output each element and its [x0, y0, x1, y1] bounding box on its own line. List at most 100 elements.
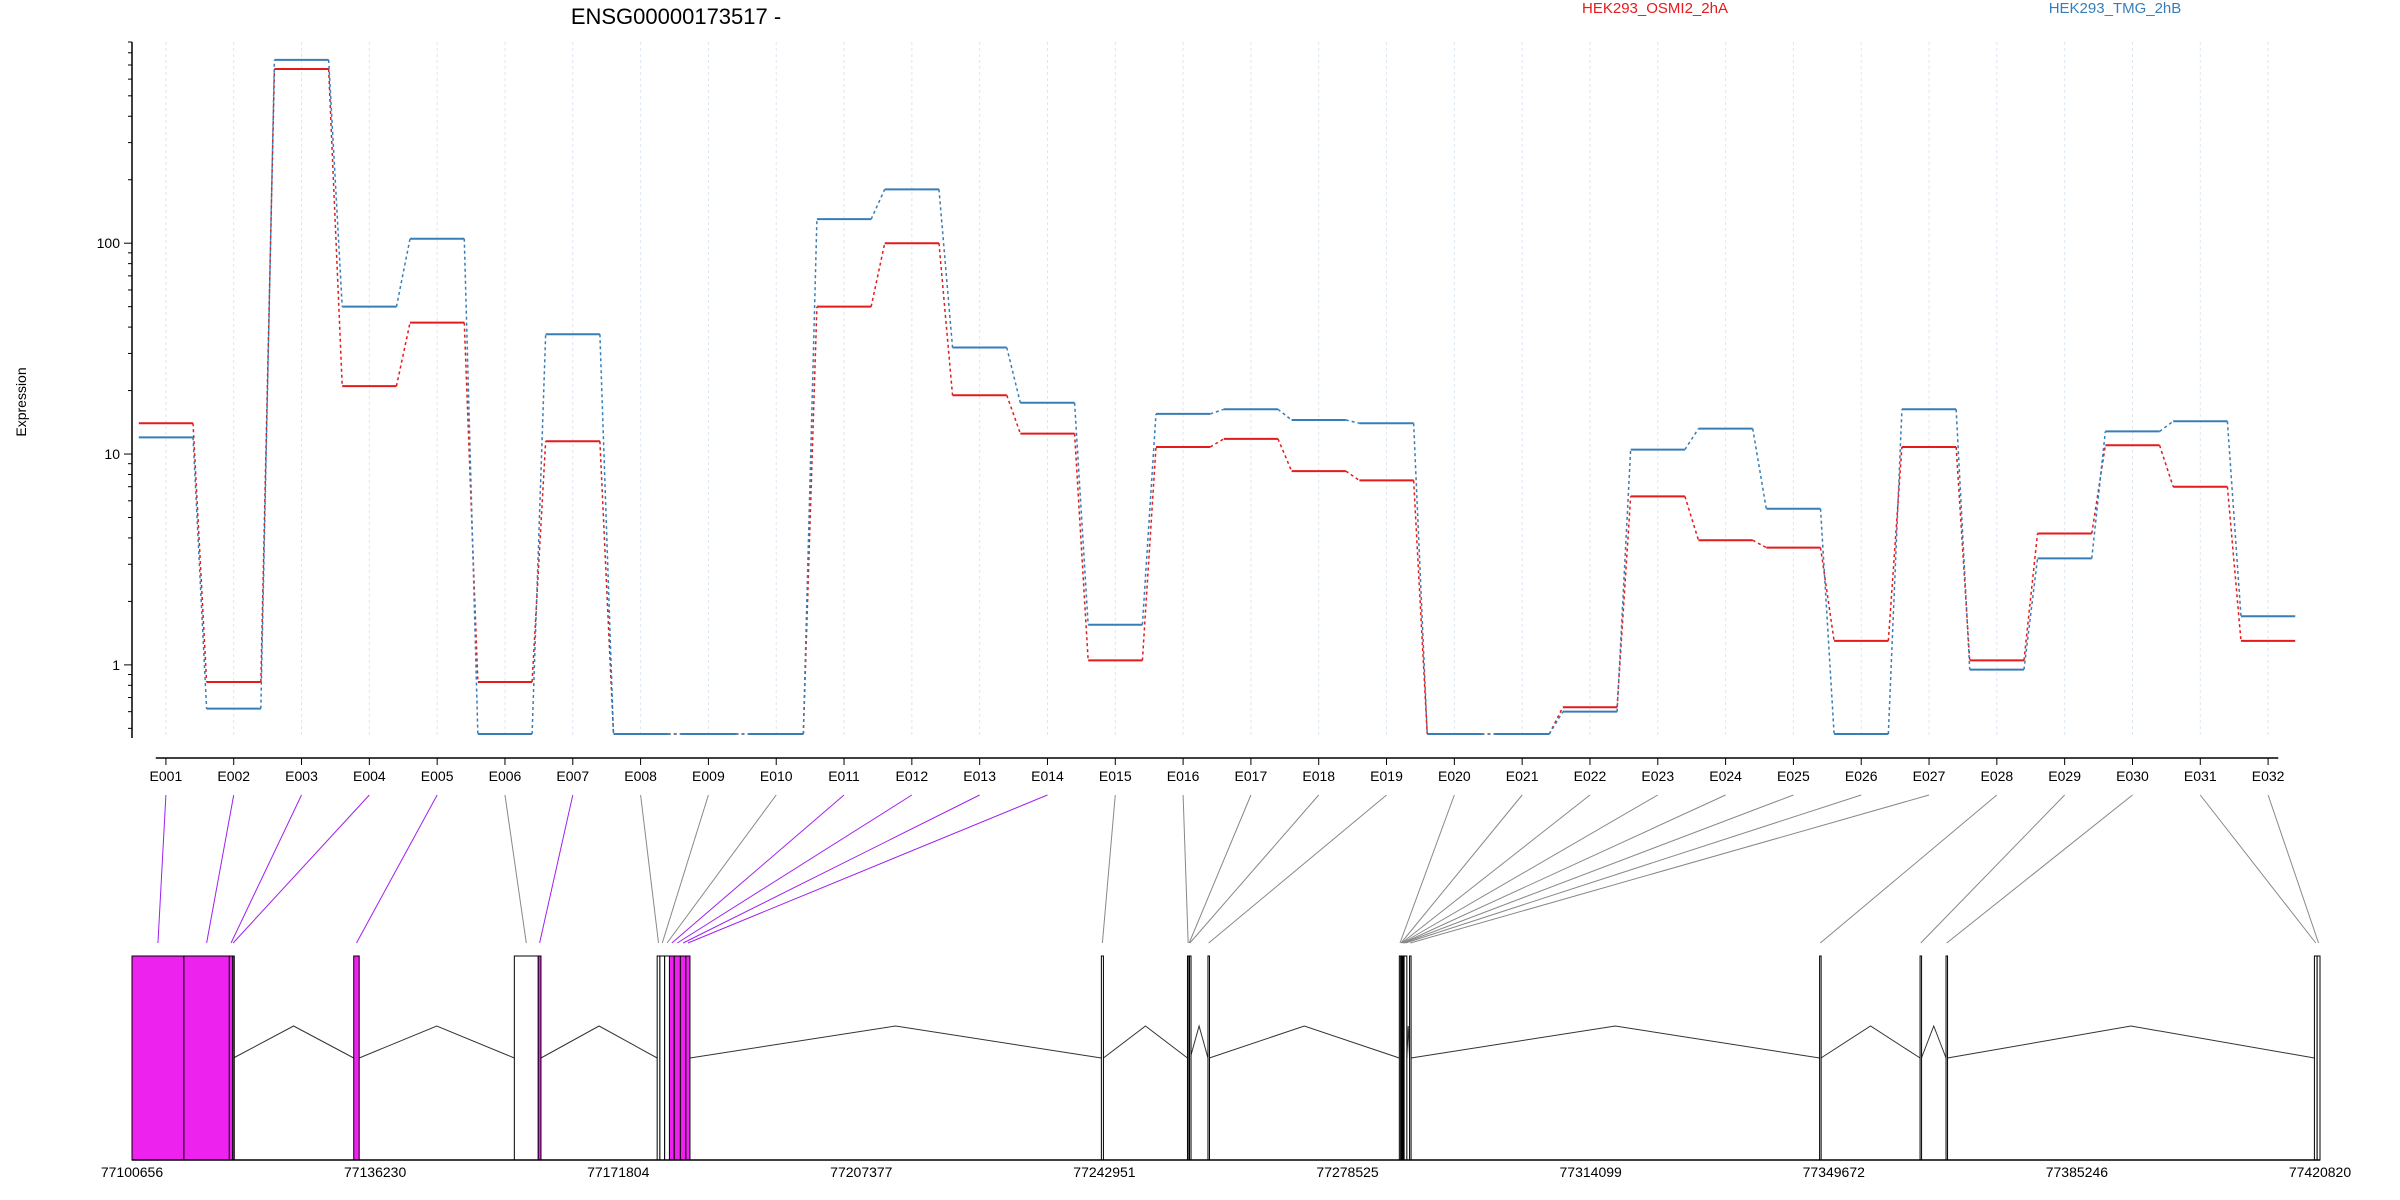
x-tick-label: E024	[1709, 768, 1742, 784]
exon-connector	[1402, 794, 1659, 944]
exon-connector	[232, 794, 370, 944]
series-connector	[2158, 445, 2174, 487]
x-tick-label: E017	[1235, 768, 1268, 784]
coordinate-tick-label: 77171804	[587, 1164, 650, 1180]
x-tick-label: E008	[624, 768, 657, 784]
x-tick-label: E019	[1370, 768, 1403, 784]
exon-block	[1819, 955, 1822, 1161]
exon-block	[1207, 955, 1210, 1161]
x-tick-label: E022	[1574, 768, 1607, 784]
intron	[1920, 1024, 1947, 1059]
series-connector	[1616, 496, 1632, 708]
exon-block	[664, 955, 670, 1161]
exon-connector	[2199, 794, 2317, 944]
series-connector	[1548, 706, 1564, 735]
exon-connector	[157, 794, 167, 944]
coordinate-axis: 77100656 77136230 77171804 77207377 77242951…	[101, 1159, 2352, 1180]
series-connector	[1887, 409, 1903, 735]
series-connector	[463, 322, 479, 682]
exon-block	[537, 955, 542, 1161]
series-connector	[2091, 445, 2107, 534]
series-connector	[599, 441, 615, 735]
series-connector	[1616, 449, 1632, 712]
series-connector	[938, 189, 954, 348]
exon-connector	[1819, 794, 1998, 944]
exon-connector	[677, 794, 913, 944]
exon-connector	[206, 794, 235, 944]
series-connector	[802, 219, 818, 735]
series-connector	[870, 243, 886, 307]
exon-connector	[539, 794, 574, 944]
series-connector	[327, 59, 343, 307]
exon-block	[1403, 955, 1408, 1161]
x-tick-label: E007	[556, 768, 589, 784]
exon-block	[2316, 955, 2321, 1161]
exon-block	[673, 955, 681, 1161]
exon-connector	[1189, 794, 1320, 944]
x-tick-label: E025	[1777, 768, 1810, 784]
series-connector	[1141, 446, 1157, 661]
series-connector	[327, 68, 343, 387]
series-connector	[1412, 423, 1428, 735]
series-connector	[260, 59, 276, 709]
exon-block	[1100, 955, 1104, 1161]
coordinate-tick-label: 77420820	[2289, 1164, 2352, 1180]
exon-connector	[1401, 794, 1591, 944]
exon-block	[183, 955, 230, 1161]
x-tick-label: E030	[2116, 768, 2149, 784]
exon-connector	[2267, 794, 2320, 944]
x-tick-label: E018	[1302, 768, 1335, 784]
exon-connector	[1410, 794, 1930, 944]
exon-connector	[1946, 794, 2133, 944]
series-connector	[802, 306, 818, 735]
y-tick-label: 1	[112, 657, 120, 673]
gene-model	[131, 955, 2321, 1161]
x-tick-label: E028	[1980, 768, 2013, 784]
exon-connector	[666, 794, 777, 944]
series-connector	[463, 238, 479, 735]
exon-connector	[504, 794, 527, 944]
series-connector	[1751, 428, 1768, 509]
series-connector	[395, 238, 411, 307]
exon-block	[659, 955, 666, 1161]
x-tick-label: E006	[489, 768, 522, 784]
exon-block	[679, 955, 687, 1161]
x-tick-label: E013	[963, 768, 996, 784]
exon-connector	[1920, 794, 2066, 944]
intron	[1410, 1025, 1820, 1059]
exon-block	[513, 955, 539, 1161]
x-tick-label: E003	[285, 768, 318, 784]
series-connector	[1006, 395, 1022, 434]
series-connector	[2023, 533, 2039, 661]
exon-connector	[1402, 794, 1726, 944]
axes: 1 10 100 E001 E002 E003 E004 E005 E006 E007 E008 E0…	[97, 41, 2285, 784]
series-connector	[1006, 347, 1022, 403]
series-connector	[192, 423, 208, 682]
coordinate-tick-label: 77136230	[344, 1164, 407, 1180]
series-connector	[1955, 409, 1971, 670]
series-connector	[1209, 438, 1225, 448]
coordinate-tick-label: 77100656	[101, 1164, 164, 1180]
legend-entry-osmi2: HEK293_OSMI2_2hA	[1582, 0, 1728, 17]
series-connector	[531, 334, 547, 735]
y-tick-label: 10	[104, 446, 120, 462]
intron	[358, 1025, 515, 1059]
series-connector	[2023, 558, 2039, 670]
exon-block	[685, 955, 691, 1161]
series-connector	[2226, 486, 2242, 641]
x-tick-label: E005	[421, 768, 454, 784]
intron	[1820, 1025, 1921, 1059]
exon-connector	[1400, 794, 1523, 944]
exon-connector	[1182, 794, 1189, 944]
exon-block	[353, 955, 360, 1161]
coordinate-tick-label: 77314099	[1560, 1164, 1623, 1180]
exon-block	[668, 955, 675, 1161]
coordinate-tick-label: 77207377	[830, 1164, 893, 1180]
series-connector	[1412, 480, 1428, 735]
series-connector	[1073, 433, 1089, 661]
intron	[1209, 1025, 1400, 1059]
exon-block	[1919, 955, 1923, 1161]
exon-connector	[1399, 794, 1455, 944]
y-tick-label: 100	[97, 235, 121, 251]
series-connector	[1073, 402, 1089, 625]
